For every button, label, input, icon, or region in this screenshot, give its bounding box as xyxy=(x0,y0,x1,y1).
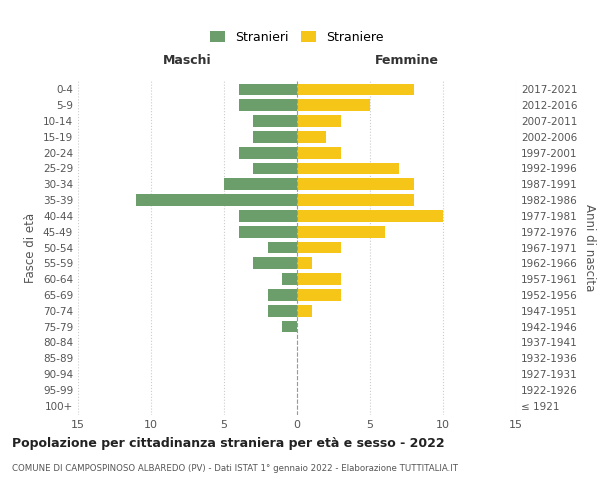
Bar xyxy=(268,289,297,301)
Text: COMUNE DI CAMPOSPINOSO ALBAREDO (PV) - Dati ISTAT 1° gennaio 2022 - Elaborazione: COMUNE DI CAMPOSPINOSO ALBAREDO (PV) - D… xyxy=(12,464,458,473)
Bar xyxy=(239,210,297,222)
Bar xyxy=(239,147,297,158)
Bar xyxy=(297,273,341,285)
Text: Popolazione per cittadinanza straniera per età e sesso - 2022: Popolazione per cittadinanza straniera p… xyxy=(12,438,445,450)
Y-axis label: Anni di nascita: Anni di nascita xyxy=(583,204,596,291)
Bar xyxy=(297,210,443,222)
Bar xyxy=(297,84,414,96)
Bar xyxy=(253,115,297,127)
Bar xyxy=(297,100,370,111)
Bar xyxy=(224,178,297,190)
Text: Maschi: Maschi xyxy=(163,54,212,66)
Y-axis label: Fasce di età: Fasce di età xyxy=(25,212,37,282)
Bar xyxy=(136,194,297,206)
Text: Femmine: Femmine xyxy=(374,54,439,66)
Legend: Stranieri, Straniere: Stranieri, Straniere xyxy=(205,26,389,49)
Bar xyxy=(268,242,297,254)
Bar xyxy=(297,258,311,269)
Bar xyxy=(253,258,297,269)
Bar xyxy=(239,100,297,111)
Bar xyxy=(297,289,341,301)
Bar xyxy=(297,226,385,237)
Bar xyxy=(297,131,326,143)
Bar xyxy=(297,178,414,190)
Bar xyxy=(283,320,297,332)
Bar xyxy=(297,305,311,316)
Bar xyxy=(239,84,297,96)
Bar xyxy=(253,131,297,143)
Bar xyxy=(297,115,341,127)
Bar xyxy=(268,305,297,316)
Bar xyxy=(239,226,297,237)
Bar xyxy=(297,242,341,254)
Bar xyxy=(297,162,399,174)
Bar xyxy=(253,162,297,174)
Bar xyxy=(283,273,297,285)
Bar xyxy=(297,147,341,158)
Bar xyxy=(297,194,414,206)
